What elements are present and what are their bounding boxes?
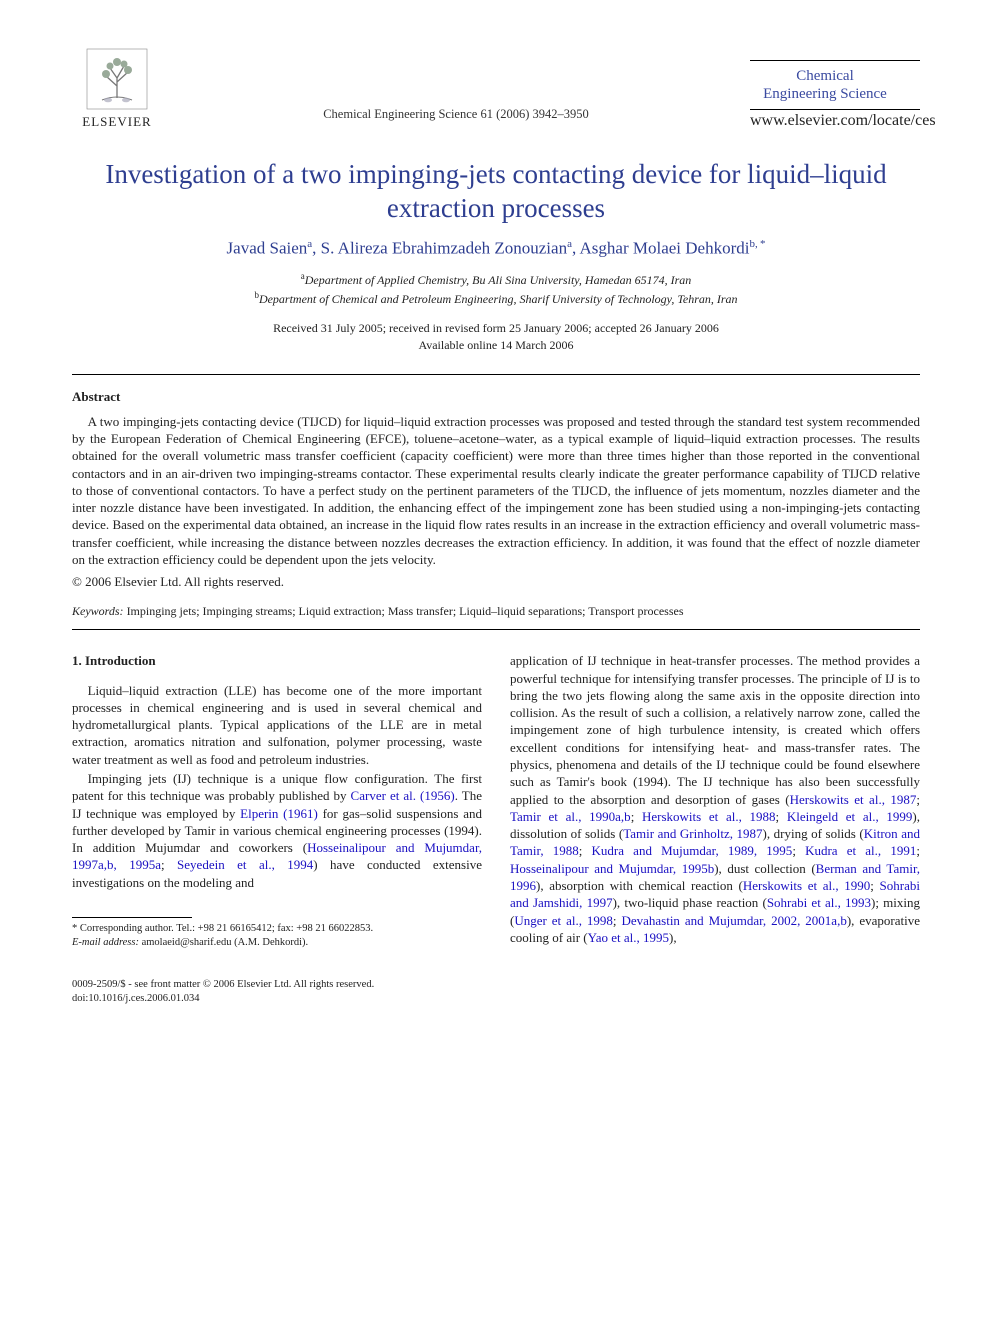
doi-line: doi:10.1016/j.ces.2006.01.034 <box>72 992 920 1006</box>
body-columns: 1. Introduction Liquid–liquid extraction… <box>72 652 920 950</box>
cite-yao-1995[interactable]: Yao et al., 1995 <box>588 930 669 945</box>
keywords-label: Keywords: <box>72 604 124 618</box>
article-title: Investigation of a two impinging-jets co… <box>92 158 900 226</box>
column-left: 1. Introduction Liquid–liquid extraction… <box>72 652 482 950</box>
cite-kudra-mujumdar-1989[interactable]: Kudra and Mujumdar, 1989, 1995 <box>592 843 793 858</box>
publisher-name: ELSEVIER <box>82 114 151 130</box>
journal-link[interactable]: www.elsevier.com/locate/ces <box>750 112 936 129</box>
journal-name: Chemical Engineering Science <box>750 67 900 103</box>
header-row: ELSEVIER Chemical Engineering Science 61… <box>72 48 920 130</box>
journal-block: Chemical Engineering Science www.elsevie… <box>750 60 920 130</box>
cite-sohrabi-1993[interactable]: Sohrabi et al., 1993 <box>767 895 871 910</box>
cite-herskowits-1988[interactable]: Herskowits et al., 1988 <box>642 809 776 824</box>
journal-bottom-rule <box>750 109 920 110</box>
cite-hosseinalipour-1995b[interactable]: Hosseinalipour and Mujumdar, 1995b <box>510 861 714 876</box>
cite-seyedein-1994[interactable]: Seyedein et al., 1994 <box>177 857 313 872</box>
rule-above-abstract <box>72 374 920 375</box>
cite-tamir-1990[interactable]: Tamir et al., 1990a,b <box>510 809 631 824</box>
cite-kleingeld-1999[interactable]: Kleingeld et al., 1999 <box>787 809 913 824</box>
running-head: Chemical Engineering Science 61 (2006) 3… <box>162 107 750 130</box>
article-dates: Received 31 July 2005; received in revis… <box>72 320 920 354</box>
publisher-logo-block: ELSEVIER <box>72 48 162 130</box>
cite-unger-1998[interactable]: Unger et al., 1998 <box>514 913 613 928</box>
footnote-line-1: * Corresponding author. Tel.: +98 21 661… <box>72 922 482 936</box>
affiliations: aDepartment of Applied Chemistry, Bu Ali… <box>72 270 920 308</box>
cite-herskowits-1990[interactable]: Herskowits et al., 1990 <box>743 878 870 893</box>
abstract-heading: Abstract <box>72 389 920 405</box>
bottom-meta: 0009-2509/$ - see front matter © 2006 El… <box>72 978 920 1006</box>
abstract-text: A two impinging-jets contacting device (… <box>72 413 920 569</box>
intro-para-2-continued: application of IJ technique in heat-tran… <box>510 652 920 946</box>
corresponding-author-footnote: * Corresponding author. Tel.: +98 21 661… <box>72 922 482 950</box>
authors-line: Javad Saiena, S. Alireza Ebrahimzadeh Zo… <box>72 238 920 259</box>
intro-para-1: Liquid–liquid extraction (LLE) has becom… <box>72 682 482 768</box>
journal-top-rule <box>750 60 920 61</box>
issn-line: 0009-2509/$ - see front matter © 2006 El… <box>72 978 920 992</box>
cite-elperin-1961[interactable]: Elperin (1961) <box>240 806 318 821</box>
keywords-text: Impinging jets; Impinging streams; Liqui… <box>124 604 684 618</box>
affiliation-a: aDepartment of Applied Chemistry, Bu Ali… <box>72 270 920 289</box>
section-1-heading: 1. Introduction <box>72 652 482 669</box>
rule-below-keywords <box>72 629 920 630</box>
dates-line-1: Received 31 July 2005; received in revis… <box>72 320 920 337</box>
cite-kudra-1991[interactable]: Kudra et al., 1991 <box>805 843 916 858</box>
elsevier-tree-icon <box>86 48 148 110</box>
copyright-line: © 2006 Elsevier Ltd. All rights reserved… <box>72 574 920 590</box>
column-right: application of IJ technique in heat-tran… <box>510 652 920 950</box>
cite-tamir-grinholtz-1987[interactable]: Tamir and Grinholtz, 1987 <box>623 826 762 841</box>
keywords-line: Keywords: Impinging jets; Impinging stre… <box>72 604 920 619</box>
dates-line-2: Available online 14 March 2006 <box>72 337 920 354</box>
footnote-line-2: E-mail address: amolaeid@sharif.edu (A.M… <box>72 936 482 950</box>
cite-carver-1956[interactable]: Carver et al. (1956) <box>351 788 455 803</box>
cite-herskowits-1987[interactable]: Herskowits et al., 1987 <box>790 792 917 807</box>
footnote-rule <box>72 917 192 918</box>
affiliation-b: bDepartment of Chemical and Petroleum En… <box>72 289 920 308</box>
intro-para-2: Impinging jets (IJ) technique is a uniqu… <box>72 770 482 891</box>
cite-devahastin-2002[interactable]: Devahastin and Mujumdar, 2002, 2001a,b <box>621 913 846 928</box>
